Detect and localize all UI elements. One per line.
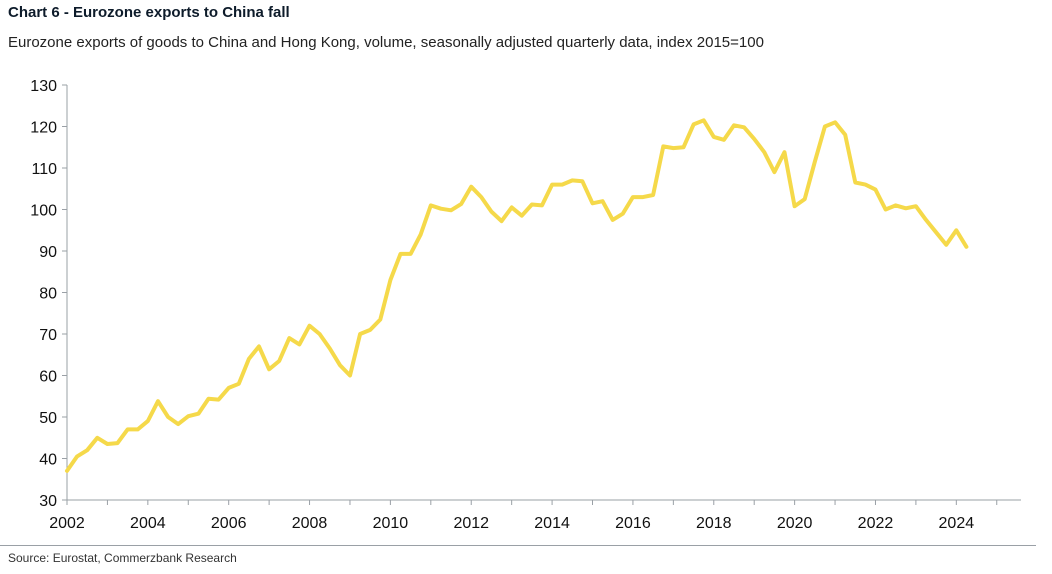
- x-tick-label: 2014: [534, 515, 570, 532]
- x-tick-label: 2020: [777, 515, 813, 532]
- chart-subtitle: Eurozone exports of goods to China and H…: [8, 34, 764, 51]
- y-tick-label: 120: [30, 120, 57, 137]
- y-tick-label: 100: [30, 203, 57, 220]
- y-tick-label: 110: [31, 161, 57, 178]
- x-tick-label: 2024: [939, 515, 975, 532]
- x-tick-label: 2018: [696, 515, 732, 532]
- x-tick-label: 2012: [453, 515, 489, 532]
- x-tick-label: 2004: [130, 515, 166, 532]
- series-line: [65, 118, 969, 473]
- series-group: [65, 118, 969, 473]
- y-tick-label: 80: [39, 286, 57, 303]
- x-axis: 2002 2004 2006 2008 2010 2012 2014 2016 2018 2020…: [49, 499, 1021, 532]
- x-tick-label: 2006: [211, 515, 247, 532]
- y-tick-label: 30: [39, 493, 57, 510]
- x-tick-label: 2010: [373, 515, 409, 532]
- y-axis: 30 40 50 60 70 80 90 100 110 120 130: [30, 78, 68, 510]
- x-tick-label: 2008: [292, 515, 328, 532]
- chart-title: Chart 6 - Eurozone exports to China fall: [8, 4, 290, 21]
- y-tick-label: 60: [39, 369, 57, 386]
- y-tick-label: 130: [30, 78, 57, 95]
- source-note: Source: Eurostat, Commerzbank Research: [8, 551, 237, 565]
- x-tick-label: 2002: [49, 515, 85, 532]
- y-tick-label: 40: [39, 452, 57, 469]
- x-tick-label: 2016: [615, 515, 651, 532]
- y-tick-label: 50: [39, 410, 57, 427]
- x-tick-label: 2022: [858, 515, 894, 532]
- footer-rule: [0, 545, 1036, 546]
- y-tick-label: 70: [39, 327, 57, 344]
- y-tick-label: 90: [39, 244, 57, 261]
